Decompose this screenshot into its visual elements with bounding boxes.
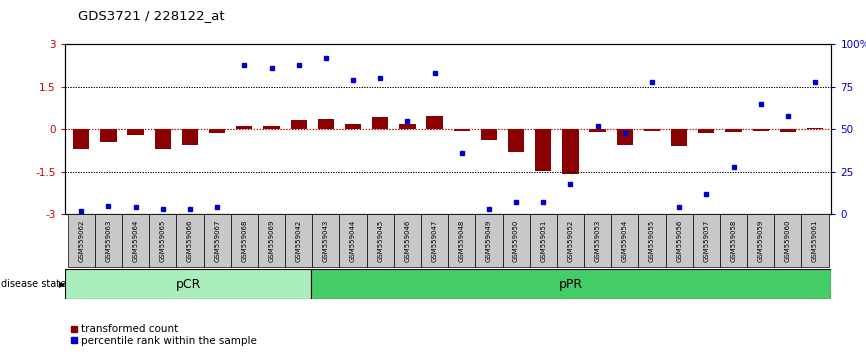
Bar: [617, 129, 633, 145]
FancyBboxPatch shape: [774, 214, 801, 267]
Text: GSM559053: GSM559053: [595, 219, 601, 262]
Bar: [535, 129, 552, 171]
FancyBboxPatch shape: [65, 269, 311, 299]
Bar: [671, 129, 688, 146]
Bar: [318, 119, 334, 129]
FancyBboxPatch shape: [285, 214, 313, 267]
Bar: [426, 116, 443, 129]
Text: pCR: pCR: [176, 278, 201, 291]
Bar: [236, 126, 253, 129]
Bar: [562, 129, 578, 174]
Text: ▶: ▶: [59, 280, 66, 289]
Text: GSM559065: GSM559065: [160, 219, 165, 262]
Bar: [643, 129, 660, 131]
Text: GSM559069: GSM559069: [268, 219, 275, 262]
Text: GSM559062: GSM559062: [78, 219, 84, 262]
FancyBboxPatch shape: [311, 269, 831, 299]
Text: GSM559056: GSM559056: [676, 219, 682, 262]
Text: GSM559051: GSM559051: [540, 219, 546, 262]
FancyBboxPatch shape: [258, 214, 285, 267]
Bar: [345, 124, 361, 129]
Bar: [726, 129, 741, 132]
FancyBboxPatch shape: [584, 214, 611, 267]
Bar: [155, 129, 171, 149]
FancyBboxPatch shape: [611, 214, 638, 267]
Bar: [753, 129, 769, 131]
Bar: [263, 126, 280, 129]
Bar: [182, 129, 198, 145]
Bar: [290, 120, 307, 129]
FancyBboxPatch shape: [801, 214, 829, 267]
Bar: [481, 129, 497, 140]
Text: GSM559058: GSM559058: [731, 219, 736, 262]
Text: GSM559068: GSM559068: [242, 219, 248, 262]
Text: GSM559052: GSM559052: [567, 219, 573, 262]
FancyBboxPatch shape: [421, 214, 448, 267]
Text: GSM559047: GSM559047: [431, 219, 437, 262]
FancyBboxPatch shape: [366, 214, 394, 267]
Bar: [100, 129, 117, 142]
Text: GSM559046: GSM559046: [404, 219, 410, 262]
Bar: [508, 129, 524, 152]
Text: GSM559043: GSM559043: [323, 219, 329, 262]
FancyBboxPatch shape: [204, 214, 230, 267]
FancyBboxPatch shape: [313, 214, 339, 267]
Text: disease state: disease state: [1, 279, 66, 289]
Bar: [698, 129, 714, 133]
Text: GSM559042: GSM559042: [295, 219, 301, 262]
FancyBboxPatch shape: [448, 214, 475, 267]
Text: GSM559064: GSM559064: [132, 219, 139, 262]
FancyBboxPatch shape: [638, 214, 666, 267]
Text: GSM559057: GSM559057: [703, 219, 709, 262]
Text: GSM559060: GSM559060: [785, 219, 791, 262]
Legend: transformed count, percentile rank within the sample: transformed count, percentile rank withi…: [66, 320, 262, 350]
FancyBboxPatch shape: [475, 214, 502, 267]
FancyBboxPatch shape: [557, 214, 584, 267]
Text: GSM559063: GSM559063: [106, 219, 112, 262]
Bar: [372, 117, 388, 129]
FancyBboxPatch shape: [394, 214, 421, 267]
FancyBboxPatch shape: [177, 214, 204, 267]
Text: GSM559061: GSM559061: [812, 219, 818, 262]
FancyBboxPatch shape: [693, 214, 720, 267]
Text: pPR: pPR: [559, 278, 584, 291]
FancyBboxPatch shape: [747, 214, 774, 267]
Bar: [807, 128, 824, 129]
Text: GSM559045: GSM559045: [378, 219, 384, 262]
Bar: [454, 129, 470, 131]
Bar: [590, 129, 606, 132]
Text: GSM559054: GSM559054: [622, 219, 628, 262]
FancyBboxPatch shape: [149, 214, 177, 267]
Text: GSM559044: GSM559044: [350, 219, 356, 262]
FancyBboxPatch shape: [68, 214, 95, 267]
Bar: [127, 129, 144, 135]
FancyBboxPatch shape: [95, 214, 122, 267]
Text: GSM559067: GSM559067: [214, 219, 220, 262]
Bar: [73, 129, 89, 149]
Text: GDS3721 / 228122_at: GDS3721 / 228122_at: [78, 9, 224, 22]
Bar: [399, 124, 416, 129]
FancyBboxPatch shape: [230, 214, 258, 267]
Text: GSM559049: GSM559049: [486, 219, 492, 262]
FancyBboxPatch shape: [339, 214, 366, 267]
FancyBboxPatch shape: [720, 214, 747, 267]
Bar: [209, 129, 225, 133]
FancyBboxPatch shape: [502, 214, 530, 267]
Text: GSM559055: GSM559055: [649, 219, 655, 262]
FancyBboxPatch shape: [122, 214, 149, 267]
Text: GSM559066: GSM559066: [187, 219, 193, 262]
Bar: [779, 129, 796, 132]
Text: GSM559048: GSM559048: [459, 219, 465, 262]
FancyBboxPatch shape: [530, 214, 557, 267]
FancyBboxPatch shape: [666, 214, 693, 267]
Text: GSM559050: GSM559050: [513, 219, 519, 262]
Text: GSM559059: GSM559059: [758, 219, 764, 262]
